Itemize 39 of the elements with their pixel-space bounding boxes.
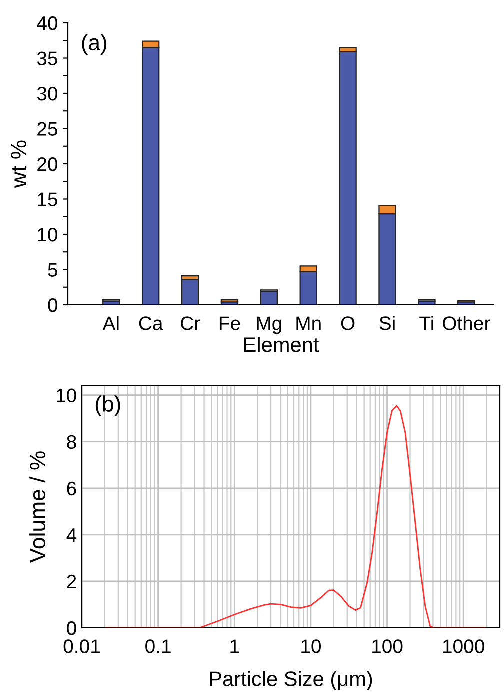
y-tick-label: 20 bbox=[38, 157, 58, 172]
y-tick-label: 6 bbox=[67, 482, 76, 496]
x-tick-label: Ti bbox=[420, 316, 434, 330]
bar bbox=[181, 279, 200, 305]
x-tick-label: Other bbox=[442, 316, 490, 330]
y-tick-label: 4 bbox=[66, 528, 77, 542]
y-tick-label: 15 bbox=[38, 192, 58, 206]
y-tick-label: 25 bbox=[38, 122, 58, 136]
y-tick-label: 35 bbox=[37, 52, 58, 66]
x-tick-label: Mn bbox=[296, 316, 321, 330]
y-tick-label: 0 bbox=[67, 621, 76, 636]
x-tick-label: 1 bbox=[230, 640, 240, 654]
x-axis-title: Element bbox=[244, 337, 320, 352]
y-tick-label: 10 bbox=[38, 228, 58, 242]
y-tick-label: 8 bbox=[67, 435, 76, 450]
x-tick-label: Si bbox=[380, 316, 395, 330]
x-axis-title: Particle Size (μm) bbox=[210, 671, 372, 691]
y-tick-label: 40 bbox=[37, 16, 58, 30]
x-tick-label: 10 bbox=[302, 640, 322, 654]
x-tick-label: 100 bbox=[372, 640, 403, 654]
x-tick-label: Mg bbox=[257, 316, 282, 334]
y-axis-title: wt % bbox=[11, 140, 27, 188]
x-tick-label: Fe bbox=[220, 316, 240, 330]
y-tick-label: 2 bbox=[67, 574, 76, 589]
x-tick-label: Ca bbox=[139, 316, 164, 330]
y-tick-label: 0 bbox=[48, 298, 58, 312]
y-axis-title: Volume / % bbox=[29, 452, 46, 564]
x-tick-label: 1000 bbox=[443, 640, 484, 654]
y-tick-label: 30 bbox=[37, 86, 58, 101]
x-tick-label: O bbox=[341, 316, 355, 330]
annotation: (a) bbox=[82, 34, 107, 55]
annotation: (b) bbox=[96, 396, 120, 416]
x-tick-label: 0.01 bbox=[64, 640, 100, 654]
bar bbox=[339, 51, 357, 305]
y-tick-label: 10 bbox=[56, 388, 76, 403]
x-tick-label: Al bbox=[102, 316, 119, 330]
x-tick-label: 0.1 bbox=[146, 640, 171, 654]
x-tick-label: Cr bbox=[181, 316, 200, 330]
y-tick-label: 5 bbox=[48, 263, 58, 277]
